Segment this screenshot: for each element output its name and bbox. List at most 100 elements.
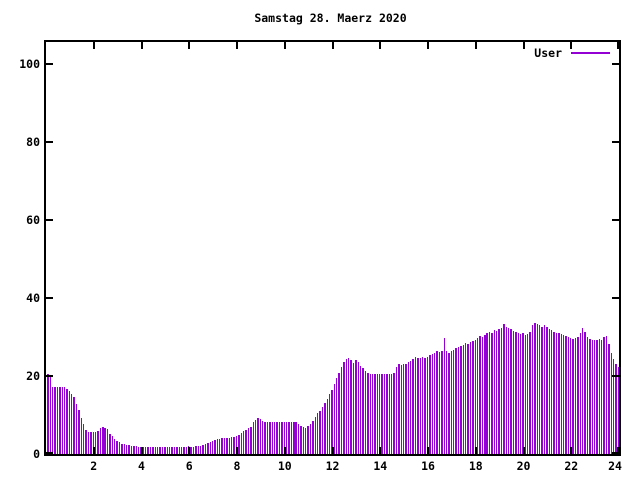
bar <box>460 345 462 454</box>
bar <box>395 366 398 454</box>
y-axis-tick-mirror <box>612 452 619 454</box>
bar <box>233 436 235 454</box>
bar <box>245 429 247 454</box>
x-axis-tick-mirror <box>427 42 429 49</box>
bar <box>302 427 305 454</box>
bar <box>314 417 316 454</box>
x-axis-tick <box>140 447 143 454</box>
bar <box>276 422 278 454</box>
bar <box>133 446 135 454</box>
bar <box>453 350 455 454</box>
bar <box>541 326 543 454</box>
bar <box>281 422 283 454</box>
bar <box>388 374 390 454</box>
bar <box>448 352 450 454</box>
bar <box>467 344 469 454</box>
bar <box>345 359 348 454</box>
bar <box>176 447 178 454</box>
bar <box>565 336 567 454</box>
x-axis-tick <box>427 447 429 454</box>
bar <box>445 351 448 454</box>
bar <box>393 373 395 454</box>
bar <box>250 426 252 454</box>
bar <box>536 324 539 454</box>
bar <box>333 383 336 454</box>
bar <box>92 432 94 454</box>
y-axis-tick-label: 80 <box>26 134 40 149</box>
bar <box>429 355 431 454</box>
bar <box>288 421 290 454</box>
bar <box>278 421 281 454</box>
bar <box>402 363 405 454</box>
x-axis-tick <box>92 447 95 454</box>
bar <box>610 352 613 454</box>
y-axis-tick <box>46 140 53 143</box>
bar <box>264 421 266 454</box>
bar <box>66 389 68 454</box>
bar <box>355 359 357 454</box>
bar <box>586 337 589 454</box>
x-axis-tick-mirror <box>140 42 143 49</box>
bar <box>407 361 410 454</box>
legend-label: User <box>534 46 562 60</box>
bar <box>340 366 343 454</box>
bar <box>503 323 505 454</box>
bar <box>137 446 140 454</box>
bar <box>85 430 87 454</box>
bar <box>336 378 338 454</box>
x-axis-tick-mirror <box>379 42 382 49</box>
x-axis-tick-label: 20 <box>516 459 531 473</box>
bar <box>195 446 197 454</box>
bar <box>522 333 524 454</box>
bar <box>376 373 379 454</box>
bar <box>553 331 555 454</box>
bar <box>109 433 111 454</box>
bar <box>321 407 324 454</box>
x-axis-tick-label: 4 <box>138 459 145 473</box>
bar <box>352 362 355 454</box>
bar <box>192 446 195 454</box>
bar <box>359 365 362 454</box>
bar <box>300 425 302 454</box>
y-axis-tick-label: 100 <box>19 56 40 71</box>
bar <box>90 432 92 454</box>
bar <box>171 446 173 454</box>
bar <box>71 393 73 454</box>
bar <box>474 339 476 454</box>
x-axis-tick <box>236 447 238 454</box>
bar <box>426 356 429 454</box>
y-axis-tick-label: 20 <box>26 368 40 383</box>
bar <box>436 351 438 454</box>
x-axis-tick-label: 14 <box>373 459 388 473</box>
x-axis-tick <box>522 447 525 454</box>
bar <box>295 422 297 454</box>
bar <box>593 339 596 454</box>
bar <box>374 374 376 454</box>
x-axis-tick <box>283 447 286 454</box>
bar <box>603 337 605 454</box>
bar <box>367 372 369 454</box>
bar <box>319 410 321 454</box>
y-axis-tick-label: 0 <box>33 447 40 461</box>
bar <box>450 351 453 454</box>
bar <box>123 444 125 454</box>
bar <box>379 374 381 454</box>
bar <box>591 340 593 454</box>
bar <box>465 343 467 454</box>
bar <box>297 423 300 454</box>
bar <box>512 330 515 454</box>
bar <box>371 374 374 454</box>
bar <box>154 447 157 454</box>
chart-title: Samstag 28. Maerz 2020 <box>254 11 407 25</box>
x-axis-tick-mirror <box>474 42 477 49</box>
x-axis-tick-mirror <box>617 42 619 49</box>
bar <box>350 360 352 454</box>
x-axis-tick-label: 18 <box>468 459 483 473</box>
bar <box>80 417 82 454</box>
x-axis-tick-mirror <box>522 42 525 49</box>
bar <box>348 358 350 454</box>
x-axis-tick <box>617 447 619 454</box>
legend-line-sample <box>571 52 610 54</box>
bar <box>441 350 443 454</box>
bar <box>324 403 326 454</box>
